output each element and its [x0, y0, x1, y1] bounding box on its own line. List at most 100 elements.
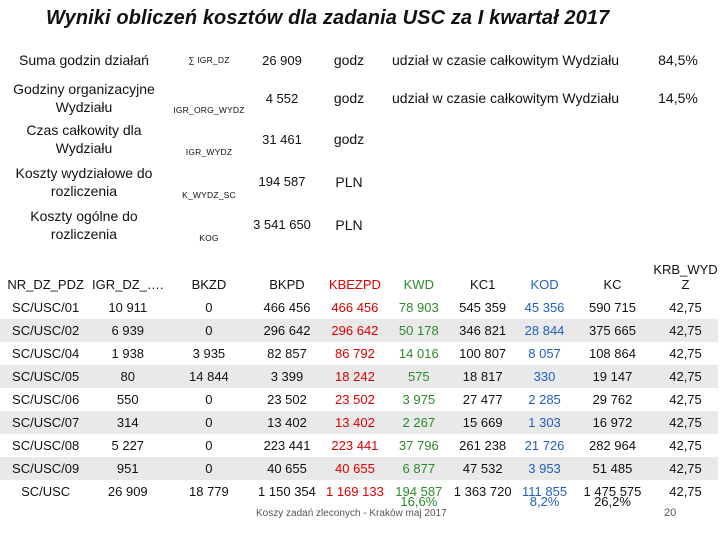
table-cell: 6 939 — [91, 319, 165, 342]
table-cell: 47 532 — [448, 457, 518, 480]
table-cell: 3 399 — [253, 365, 321, 388]
table-cell: 16 972 — [571, 411, 654, 434]
table-cell: 37 796 — [398, 438, 439, 453]
table-cell: SC/USC/07 — [0, 411, 92, 434]
kod-percentage: 8,2% — [529, 493, 560, 509]
table-cell: 108 864 — [588, 346, 636, 361]
table-cell: 19 147 — [571, 365, 654, 388]
summary-note — [384, 160, 638, 203]
table-row: SC/USC/02 6 939 0 296 642 296 642 50 178 346 8… — [0, 319, 718, 342]
table-cell: 296 642 — [253, 319, 321, 342]
table-cell: 27 477 — [462, 392, 503, 407]
page-number: 20 — [664, 507, 677, 519]
table-row: SC/USC/09 951 0 40 655 40 655 6 877 47 532 3 95… — [0, 457, 718, 480]
table-cell: 314 — [91, 411, 165, 434]
column-header: IGR_DZ_…. — [92, 277, 164, 292]
summary-value: 26 909 — [262, 52, 302, 68]
table-row: SC/USC/06 550 0 23 502 23 502 3 975 27 477 2 28… — [0, 388, 718, 411]
summary-row: Suma godzin działań ∑ IGR_DZ 26 909 godz… — [0, 42, 718, 78]
summary-symbol: ∑ IGR_DZ — [188, 55, 230, 65]
summary-table: Suma godzin działań ∑ IGR_DZ 26 909 godz… — [0, 42, 718, 246]
table-cell: 346 821 — [448, 319, 518, 342]
table-cell: 590 715 — [588, 300, 636, 315]
summary-label: Czas całkowity dla Wydziału — [26, 122, 142, 156]
table-cell: 23 502 — [267, 392, 307, 407]
summary-pct — [638, 160, 718, 203]
table-header-row: NR_DZ_PDZ IGR_DZ_…. BKZD BKPD KBEZPD KWD… — [0, 246, 718, 296]
summary-value: 3 541 650 — [253, 217, 311, 232]
summary-label: Suma godzin działań — [19, 52, 149, 68]
table-cell: SC/USC/04 — [12, 346, 80, 361]
table-cell: 42,75 — [669, 346, 702, 361]
cost-table: NR_DZ_PDZ IGR_DZ_…. BKZD BKPD KBEZPD KWD… — [0, 246, 718, 503]
table-cell: 28 844 — [517, 319, 572, 342]
table-cell: 8 057 — [528, 346, 561, 361]
table-cell: SC/USC/01 — [12, 300, 80, 315]
table-cell: 1 303 — [517, 411, 572, 434]
column-header: KC — [603, 277, 622, 292]
summary-pct — [638, 203, 718, 246]
summary-note — [384, 203, 638, 246]
table-cell: 2 285 — [528, 392, 561, 407]
summary-row: Czas całkowity dla Wydziału IGR_WYDZ 31 … — [0, 118, 718, 160]
summary-unit: PLN — [335, 216, 363, 233]
table-cell: 21 726 — [524, 438, 565, 453]
table-cell: 14 016 — [398, 346, 439, 361]
table-cell: 42,75 — [669, 438, 702, 453]
table-cell: 261 238 — [459, 438, 507, 453]
table-cell: 13 402 — [253, 411, 321, 434]
table-cell: 40 655 — [253, 457, 321, 480]
summary-value: 4 552 — [265, 90, 299, 106]
table-cell: 29 762 — [592, 392, 633, 407]
table-cell: 0 — [164, 411, 254, 434]
table-cell: 15 669 — [448, 411, 518, 434]
column-header: KWD — [403, 277, 434, 292]
table-cell: SC/USC/06 — [12, 392, 80, 407]
table-cell: 51 485 — [571, 457, 654, 480]
summary-row: Koszty wydziałowe do rozliczenia K_WYDZ_… — [0, 160, 718, 203]
table-cell: 0 — [205, 392, 213, 407]
column-header: KC1 — [470, 277, 496, 292]
table-cell: 18 779 — [189, 484, 229, 499]
table-cell: 5 227 — [111, 438, 145, 453]
kwd-percentage: 16,6% — [400, 493, 438, 509]
summary-symbol: KOG — [199, 233, 219, 243]
table-cell: 0 — [205, 300, 213, 315]
table-cell: 296 642 — [320, 319, 390, 342]
table-cell: 10 911 — [108, 300, 148, 315]
table-cell: 282 964 — [588, 438, 636, 453]
table-row: SC/USC/01 10 911 0 466 456 466 456 78 903 545 … — [0, 296, 718, 319]
table-cell: SC/USC/08 — [12, 438, 80, 453]
summary-label: Godziny organizacyjne Wydziału — [13, 81, 155, 115]
table-cell: 23 502 — [335, 392, 375, 407]
table-cell: 80 — [91, 365, 165, 388]
table-cell: 40 655 — [320, 457, 390, 480]
column-header: KBEZPD — [328, 277, 381, 292]
table-cell: 1 363 720 — [453, 484, 512, 499]
table-cell: 550 — [116, 392, 139, 407]
table-cell: SC/USC — [21, 484, 71, 499]
summary-value: 31 461 — [262, 131, 302, 147]
summary-note — [384, 118, 638, 160]
table-cell: 42,75 — [653, 457, 718, 480]
table-cell: 3 975 — [402, 392, 436, 407]
table-row: SC/USC/05 80 14 844 3 399 18 242 575 18 817 330… — [0, 365, 718, 388]
table-cell: 223 441 — [263, 438, 311, 453]
table-cell: 330 — [517, 365, 572, 388]
table-cell: 14 844 — [164, 365, 254, 388]
table-cell: 375 665 — [571, 319, 654, 342]
table-cell: 223 441 — [331, 438, 379, 453]
summary-unit: godz — [333, 90, 365, 106]
table-cell: 2 267 — [389, 411, 449, 434]
column-header: KOD — [530, 277, 559, 292]
summary-unit: PLN — [335, 173, 363, 190]
table-cell: 82 857 — [267, 346, 307, 361]
table-cell: 0 — [164, 319, 254, 342]
percentage-row: 16,6% 8,2% 26,2% — [0, 492, 718, 510]
column-header: KRB_WYD Z — [653, 262, 718, 292]
summary-note: udział w czasie całkowitym Wydziału — [392, 52, 620, 68]
page-title: Wyniki obliczeń kosztów dla zadania USC … — [46, 7, 610, 29]
summary-symbol: IGR_WYDZ — [185, 147, 233, 157]
table-cell: 42,75 — [653, 411, 718, 434]
summary-row: Godziny organizacyjne Wydziału IGR_ORG_W… — [0, 78, 718, 118]
